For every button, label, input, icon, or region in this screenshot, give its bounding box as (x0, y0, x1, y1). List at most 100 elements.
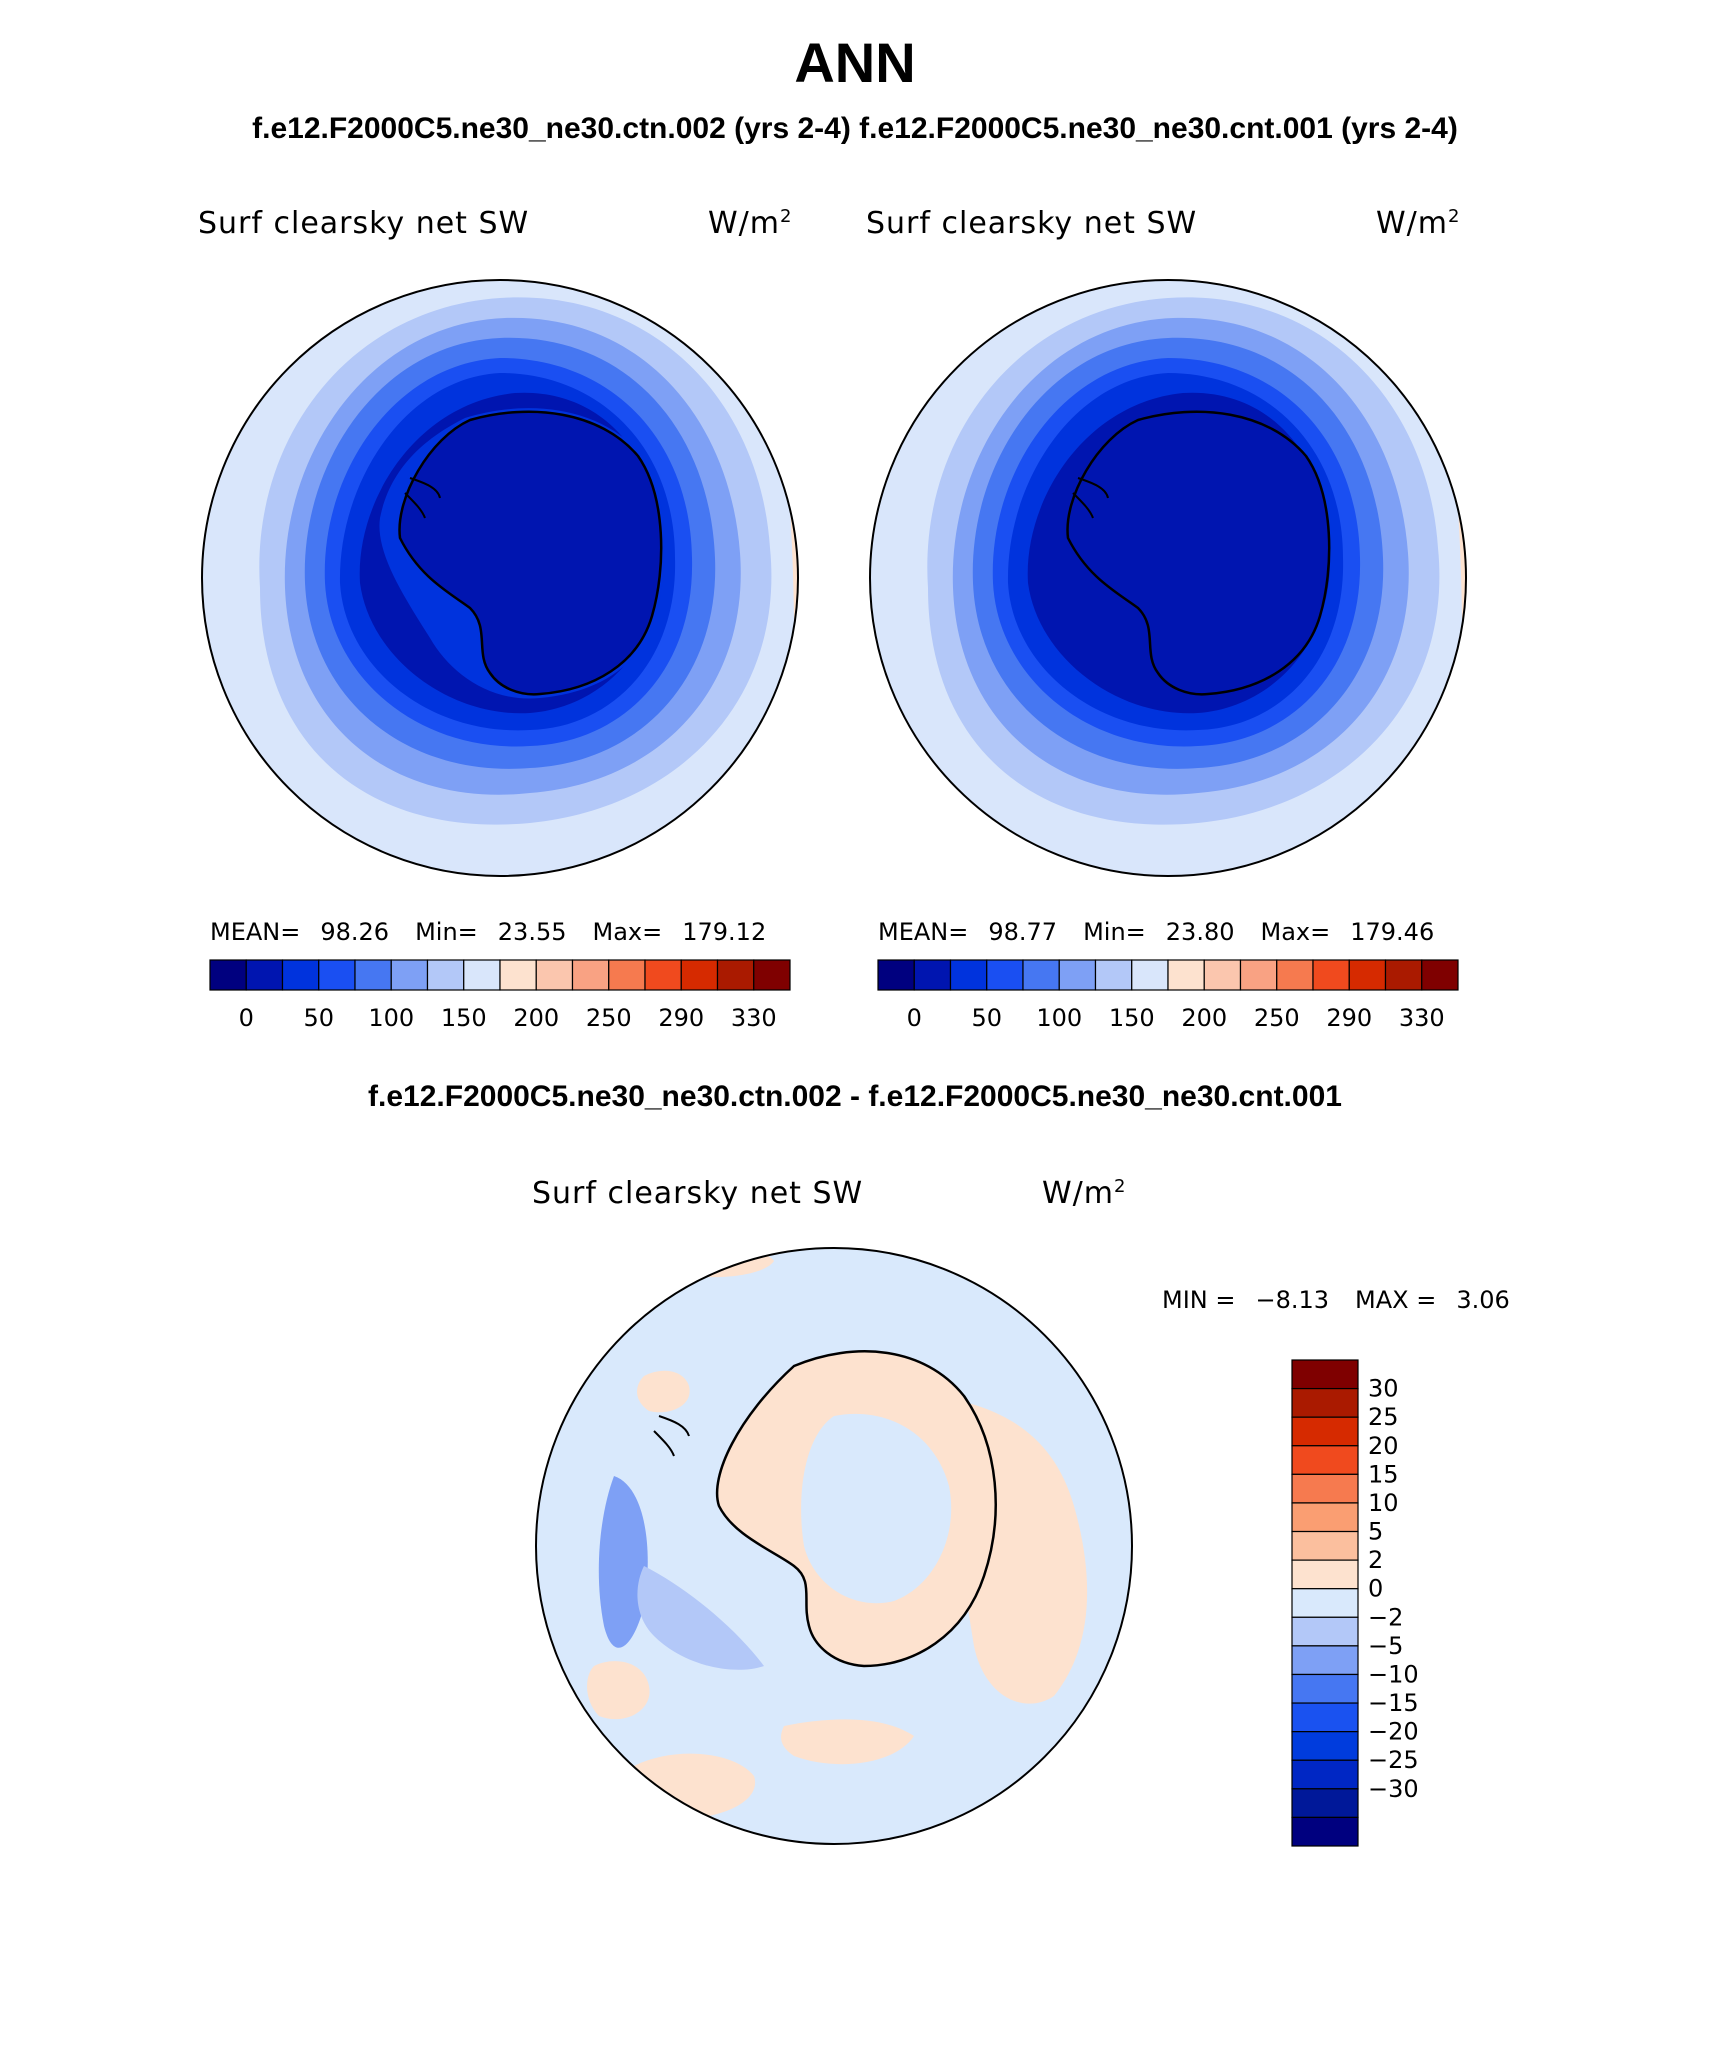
panel1-field-label: Surf clearsky net SW (198, 206, 530, 241)
difference-colorbar-tick-label: −15 (1368, 1689, 1419, 1717)
panel2-colorbar-swatch-3 (986, 959, 1024, 991)
difference-colorbar-swatch-7 (1291, 1559, 1359, 1590)
panel2-min-value: 23.80 (1165, 918, 1235, 946)
panel1-colorbar-swatch-9 (535, 959, 574, 991)
panel1-colorbar-swatch-6 (426, 959, 465, 991)
difference-colorbar-tick-label: −30 (1368, 1775, 1419, 1803)
panel2-units-label: W/m2 (1376, 206, 1460, 241)
difference-colorbar-tick-label: 2 (1368, 1546, 1383, 1574)
difference-colorbar-tick-label: 30 (1368, 1375, 1399, 1403)
difference-colorbar-swatch-14 (1291, 1759, 1359, 1790)
panel1-colorbar-swatch-11 (608, 959, 646, 991)
panel1-units: W/m (708, 206, 780, 241)
panel1-colorbar-swatch-14 (716, 959, 755, 991)
panel1-mean-value: 98.26 (320, 918, 390, 946)
panel2-colorbar-tick-label: 100 (1036, 1004, 1082, 1032)
panel2-colorbar-swatch-1 (913, 959, 952, 991)
panel2-colorbar-swatch-9 (1203, 959, 1242, 991)
panel2-colorbar-swatch-4 (1022, 959, 1060, 991)
panel1-polar-map (201, 279, 799, 877)
difference-colorbar-swatch-5 (1291, 1502, 1359, 1533)
panel2-max-value: 179.46 (1350, 918, 1435, 946)
panel2-stats: MEAN= 98.77 Min= 23.80 Max= 179.46 (878, 918, 1454, 946)
panel2-field-label: Surf clearsky net SW (866, 206, 1198, 241)
difference-colorbar-swatch-6 (1291, 1530, 1359, 1561)
panel1-colorbar-tick-label: 100 (368, 1004, 414, 1032)
panel1-max-value: 179.12 (682, 918, 767, 946)
panel1-colorbar-swatch-12 (644, 959, 682, 991)
panel1-colorbar-swatch-1 (245, 959, 284, 991)
panel2-units-exp: 2 (1448, 206, 1461, 227)
difference-colorbar-swatch-1 (1291, 1387, 1359, 1418)
difference-colorbar-swatch-11 (1291, 1673, 1359, 1704)
panel1-min-value: 23.55 (497, 918, 567, 946)
panel2-colorbar-tick-label: 150 (1109, 1004, 1155, 1032)
diff-max-label: MAX = (1355, 1286, 1437, 1314)
panel1-colorbar-swatch-13 (680, 959, 719, 991)
difference-colorbar-tick-label: −2 (1368, 1603, 1403, 1631)
panel2-colorbar-swatch-12 (1312, 959, 1350, 991)
panel1-colorbar-tick-label: 330 (731, 1004, 777, 1032)
panel1-colorbar-tick-label: 50 (303, 1004, 334, 1032)
diff-field-label: Surf clearsky net SW (532, 1176, 864, 1211)
panel1-colorbar-swatch-5 (390, 959, 429, 991)
panel2-colorbar-swatch-0 (877, 959, 915, 991)
difference-colorbar-swatch-15 (1291, 1788, 1359, 1819)
panel1-colorbar-tick-label: 150 (441, 1004, 487, 1032)
difference-colorbar-swatch-13 (1291, 1731, 1359, 1761)
panel2-colorbar-swatch-11 (1276, 959, 1314, 991)
panel2-colorbar-tick-label: 290 (1326, 1004, 1372, 1032)
panel2-mean-value: 98.77 (988, 918, 1058, 946)
panel2-max-label: Max= (1260, 918, 1331, 946)
panel2-colorbar-swatch-2 (949, 959, 988, 991)
panel2-colorbar-swatch-8 (1167, 959, 1205, 991)
difference-colorbar-swatch-8 (1291, 1588, 1359, 1618)
panel2-colorbar-swatch-14 (1384, 959, 1423, 991)
panel1-colorbar-tick-label: 290 (658, 1004, 704, 1032)
panel1-stats: MEAN= 98.26 Min= 23.55 Max= 179.12 (210, 918, 786, 946)
panel1-colorbar-swatch-3 (318, 959, 356, 991)
difference-colorbar-swatch-0 (1291, 1359, 1359, 1390)
panel2-mean-label: MEAN= (878, 918, 969, 946)
diff-units-label: W/m2 (1042, 1176, 1126, 1211)
panel2-colorbar-swatch-10 (1239, 959, 1278, 991)
diff-min-value: −8.13 (1255, 1286, 1330, 1314)
panel1-colorbar-swatch-0 (209, 959, 247, 991)
difference-title: f.e12.F2000C5.ne30_ne30.ctn.002 - f.e12.… (368, 1080, 1342, 1113)
panel1-colorbar-swatch-7 (463, 959, 501, 991)
panel2-colorbar-tick-label: 0 (907, 1004, 922, 1032)
difference-colorbar-tick-label: −20 (1368, 1718, 1419, 1746)
difference-colorbar-tick-label: 5 (1368, 1518, 1383, 1546)
panel2-min-label: Min= (1083, 918, 1146, 946)
difference-colorbar-swatch-10 (1291, 1645, 1359, 1676)
panel2-colorbar: 0 50 100 150 200 250 290 330 (877, 959, 1459, 1032)
difference-colorbar-swatch-16 (1291, 1816, 1359, 1847)
difference-colorbar-tick-label: −10 (1368, 1660, 1419, 1688)
panel2-colorbar-tick-label: 250 (1254, 1004, 1300, 1032)
diff-units: W/m (1042, 1176, 1114, 1211)
panel1-colorbar: 0 50 100 150 200 250 290 330 (209, 959, 791, 1032)
panel2-colorbar-tick-label: 200 (1181, 1004, 1227, 1032)
panel1-min-label: Min= (415, 918, 478, 946)
panel1-colorbar-tick-label: 0 (239, 1004, 254, 1032)
difference-colorbar-tick-label: −25 (1368, 1746, 1419, 1774)
panel1-colorbar-swatch-2 (281, 959, 320, 991)
difference-colorbar-swatch-3 (1291, 1445, 1359, 1475)
difference-colorbar-tick-label: 25 (1368, 1403, 1399, 1431)
panel1-colorbar-swatch-4 (354, 959, 392, 991)
panel2-polar-map (869, 279, 1467, 877)
difference-colorbar-swatch-4 (1291, 1473, 1359, 1504)
diff-stats: MIN = −8.13 MAX = 3.06 (1162, 1286, 1530, 1314)
panel1-units-exp: 2 (780, 206, 793, 227)
panel1-colorbar-swatch-15 (753, 959, 791, 991)
difference-colorbar-tick-label: 10 (1368, 1489, 1399, 1517)
panel1-colorbar-swatch-8 (499, 959, 537, 991)
panel2-colorbar-swatch-6 (1094, 959, 1133, 991)
difference-colorbar-tick-label: 15 (1368, 1460, 1399, 1488)
panel2-colorbar-swatch-7 (1131, 959, 1169, 991)
panel1-mean-label: MEAN= (210, 918, 301, 946)
difference-colorbar-tick-label: 0 (1368, 1575, 1383, 1603)
panel1-colorbar-tick-label: 200 (513, 1004, 559, 1032)
diff-min-label: MIN = (1162, 1286, 1236, 1314)
panel2-colorbar-tick-label: 50 (971, 1004, 1002, 1032)
